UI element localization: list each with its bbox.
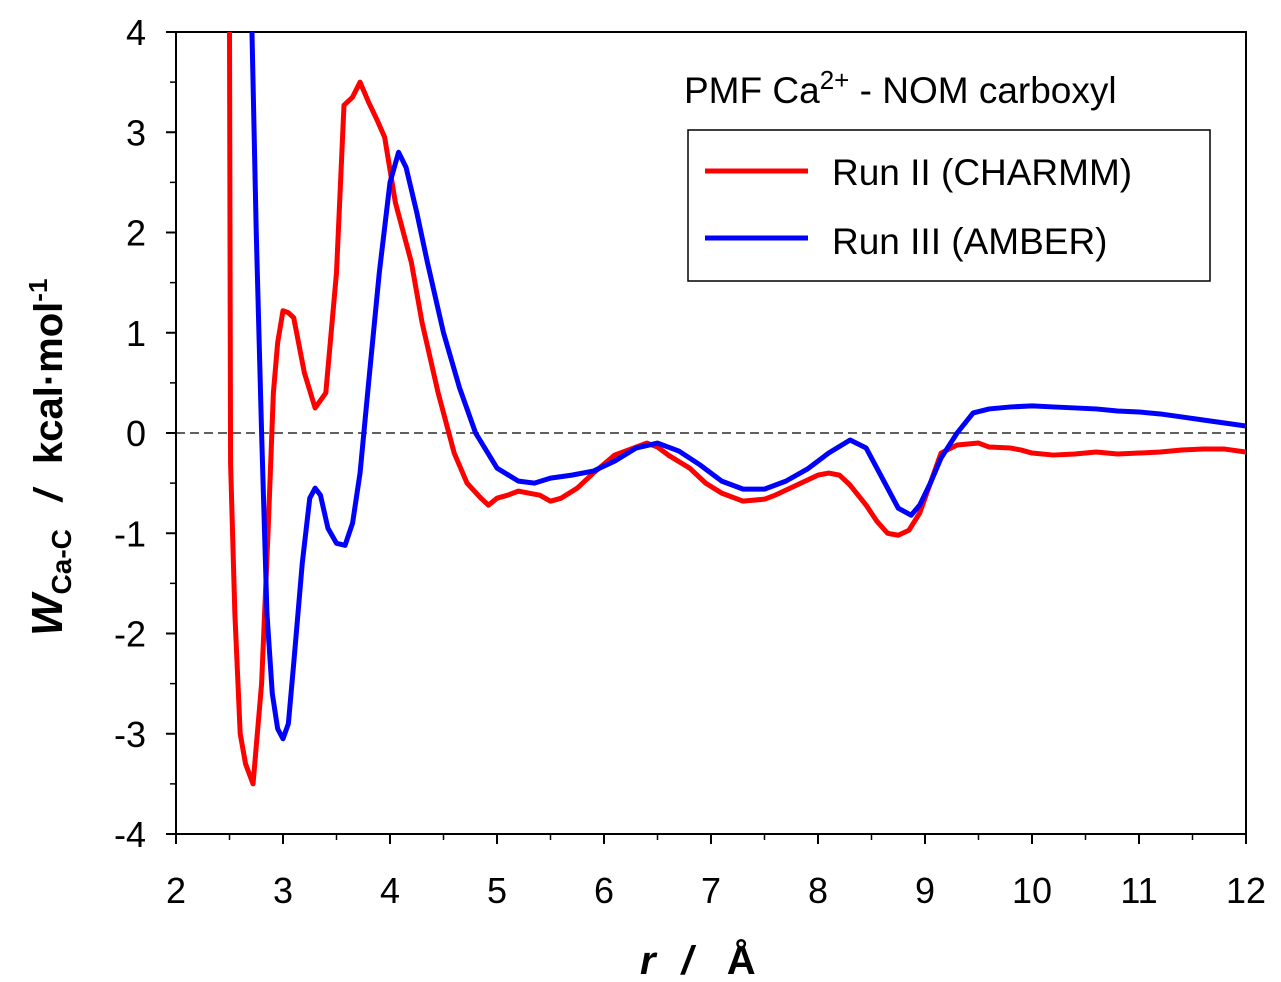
- title-suffix: - NOM carboxyl: [849, 70, 1116, 111]
- x-tick-label: 11: [1120, 870, 1157, 911]
- y-axis-unit: kcal·mol: [27, 302, 71, 464]
- y-axis-var: W: [23, 591, 72, 636]
- y-tick-label: -3: [114, 714, 146, 755]
- x-tick-label: 5: [487, 870, 507, 911]
- axis-ticks: [166, 31, 1247, 844]
- y-axis-label: WCa-C / kcal·mol-1: [23, 279, 77, 636]
- legend: Run II (CHARMM) Run III (AMBER): [687, 129, 1211, 282]
- x-axis-label: r / Å: [640, 938, 756, 982]
- x-tick-label: 9: [915, 870, 935, 911]
- x-tick-label: 10: [1012, 870, 1052, 911]
- y-axis-unit-superscript: -1: [23, 279, 53, 302]
- data-series: [227, 32, 1246, 787]
- y-tick-label: 1: [126, 313, 146, 354]
- x-tick-label: 12: [1226, 870, 1266, 911]
- y-tick-label: -2: [114, 614, 146, 655]
- x-axis-sep: /: [680, 939, 697, 982]
- y-tick-label: 4: [126, 12, 146, 53]
- y-tick-label: -4: [114, 814, 146, 855]
- x-tick-label: 4: [380, 870, 400, 911]
- title-prefix: PMF Ca: [684, 70, 820, 111]
- legend-box: [687, 129, 1211, 282]
- x-tick-label: 8: [808, 870, 828, 911]
- x-tick-label: 7: [701, 870, 721, 911]
- x-tick-label: 2: [166, 870, 186, 911]
- y-axis-subscript: Ca-C: [46, 529, 77, 594]
- title-superscript: 2+: [820, 65, 850, 95]
- y-tick-label: 3: [126, 112, 146, 153]
- x-tick-label: 6: [594, 870, 614, 911]
- y-tick-label: 0: [126, 413, 146, 454]
- x-tick-label: 3: [273, 870, 293, 911]
- legend-label-run-ii: Run II (CHARMM): [832, 152, 1132, 193]
- chart-title: PMF Ca2+ - NOM carboxyl: [684, 65, 1117, 111]
- x-axis-var: r: [640, 939, 658, 982]
- y-tick-label: 2: [126, 213, 146, 254]
- y-axis-sep: /: [27, 486, 71, 503]
- x-axis-unit: Å: [727, 938, 756, 982]
- series-line-run-iii-amber: [249, 32, 1246, 742]
- legend-label-run-iii: Run III (AMBER): [832, 221, 1108, 262]
- y-tick-label: -1: [114, 513, 146, 554]
